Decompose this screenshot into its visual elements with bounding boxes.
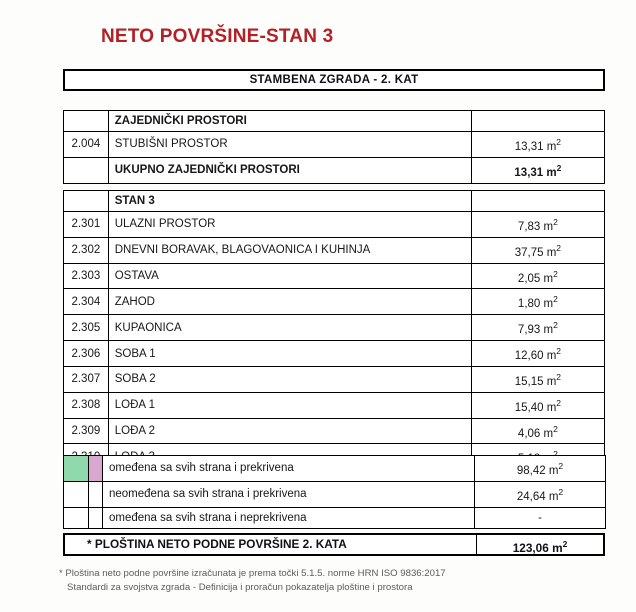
common-areas-total-value: 13,31 m2: [470, 156, 606, 184]
common-areas-header: ZAJEDNIČKI PROSTORI: [107, 110, 472, 132]
table-row: 2.309 LOĐA 2 4,06 m2: [63, 417, 606, 445]
row-code: 2.303: [63, 262, 109, 290]
legend-swatch-green: [63, 455, 89, 482]
legend-swatch-pink: [88, 455, 103, 482]
row-code: 2.301: [63, 211, 109, 238]
row-value: 4,06 m2: [470, 417, 606, 445]
row-value: 2,05 m2: [470, 262, 606, 290]
header-code-cell: [63, 110, 109, 132]
legend-swatch-empty: [88, 506, 103, 529]
legend-value: 98,42 m2: [474, 455, 606, 482]
page-title: NETO POVRŠINE-STAN 3: [101, 26, 334, 47]
table-row: 2.308 LOĐA 1 15,40 m2: [63, 391, 606, 419]
header-value-cell: [470, 190, 606, 212]
row-name: ULAZNI PROSTOR: [107, 211, 472, 238]
table-row: 2.305 KUPAONICA 7,93 m2: [63, 314, 606, 342]
row-name: SOBA 2: [107, 365, 472, 393]
table-row: 2.304 ZAHOD 1,80 m2: [63, 288, 606, 316]
legend-swatch-empty: [63, 480, 89, 508]
legend-swatch-empty: [63, 506, 89, 529]
footnote-line-1: * Ploština neto podne površine izračunat…: [59, 568, 446, 579]
row-value: 15,15 m2: [470, 365, 606, 393]
row-name: STUBIŠNI PROSTOR: [107, 131, 472, 158]
row-code: 2.302: [63, 236, 109, 264]
header-value-cell: [470, 110, 606, 132]
table-row: 2.301 ULAZNI PROSTOR 7,83 m2: [63, 211, 606, 238]
legend-swatch-empty: [88, 480, 103, 508]
header-code-cell: [63, 190, 109, 212]
row-code: 2.308: [63, 391, 109, 419]
footnote: * Ploština neto podne površine izračunat…: [59, 567, 579, 594]
table-row: 2.302 DNEVNI BORAVAK, BLAGOVAONICA I KUH…: [63, 236, 606, 264]
row-value: 7,83 m2: [470, 211, 606, 238]
table-row: 2.306 SOBA 1 12,60 m2: [63, 340, 606, 367]
table-header-row: ZAJEDNIČKI PROSTORI: [63, 110, 606, 132]
row-value: 15,40 m2: [470, 391, 606, 419]
legend-label: omeđena sa svih strana i neprekrivena: [102, 506, 475, 529]
table-total-row: UKUPNO ZAJEDNIČKI PROSTORI 13,31 m2: [63, 156, 606, 184]
legend-row: omeđena sa svih strana i neprekrivena -: [63, 506, 606, 529]
grand-total-label: * PLOŠTINA NETO PODNE POVRŠINE 2. KATA: [87, 537, 347, 551]
row-value: 1,80 m2: [470, 288, 606, 316]
row-name: LOĐA 2: [107, 417, 472, 445]
total-code-cell: [63, 156, 109, 184]
apartment-areas-table: STAN 3 2.301 ULAZNI PROSTOR 7,83 m2 2.30…: [63, 190, 606, 497]
row-name: KUPAONICA: [107, 314, 472, 342]
row-value: 7,93 m2: [470, 314, 606, 342]
row-code: 2.305: [63, 314, 109, 342]
row-value: 37,75 m2: [470, 236, 606, 264]
row-name: ZAHOD: [107, 288, 472, 316]
row-name: SOBA 1: [107, 340, 472, 367]
row-name: DNEVNI BORAVAK, BLAGOVAONICA I KUHINJA: [107, 236, 472, 264]
legend-row: omeđena sa svih strana i prekrivena 98,4…: [63, 455, 606, 482]
legend-label: omeđena sa svih strana i prekrivena: [102, 455, 475, 482]
common-areas-total-label: UKUPNO ZAJEDNIČKI PROSTORI: [107, 156, 472, 184]
building-banner-text: STAMBENA ZGRADA - 2. KAT: [249, 74, 419, 86]
table-row: 2.004 STUBIŠNI PROSTOR 13,31 m2: [63, 131, 606, 158]
building-banner: STAMBENA ZGRADA - 2. KAT: [63, 69, 605, 91]
row-code: 2.304: [63, 288, 109, 316]
footnote-line-2: Standardi za svojstva zgrada - Definicij…: [67, 581, 413, 593]
row-value: 13,31 m2: [470, 131, 606, 158]
common-areas-table: ZAJEDNIČKI PROSTORI 2.004 STUBIŠNI PROST…: [63, 110, 606, 184]
legend-value: 24,64 m2: [474, 480, 606, 508]
row-name: LOĐA 1: [107, 391, 472, 419]
grand-total-value: 123,06 m2: [476, 535, 603, 555]
row-code: 2.306: [63, 340, 109, 367]
table-row: 2.303 OSTAVA 2,05 m2: [63, 262, 606, 290]
apartment-header: STAN 3: [107, 190, 472, 212]
row-value: 12,60 m2: [470, 340, 606, 367]
row-code: 2.004: [63, 131, 109, 158]
row-code: 2.309: [63, 417, 109, 445]
grand-total-bar: * PLOŠTINA NETO PODNE POVRŠINE 2. KATA 1…: [63, 533, 605, 556]
row-code: 2.307: [63, 365, 109, 393]
row-name: OSTAVA: [107, 262, 472, 290]
legend-value: -: [474, 506, 606, 529]
legend-row: neomeđena sa svih strana i prekrivena 24…: [63, 480, 606, 508]
table-row: 2.307 SOBA 2 15,15 m2: [63, 365, 606, 393]
legend-table: omeđena sa svih strana i prekrivena 98,4…: [63, 455, 606, 529]
table-header-row: STAN 3: [63, 190, 606, 212]
legend-label: neomeđena sa svih strana i prekrivena: [102, 480, 475, 508]
